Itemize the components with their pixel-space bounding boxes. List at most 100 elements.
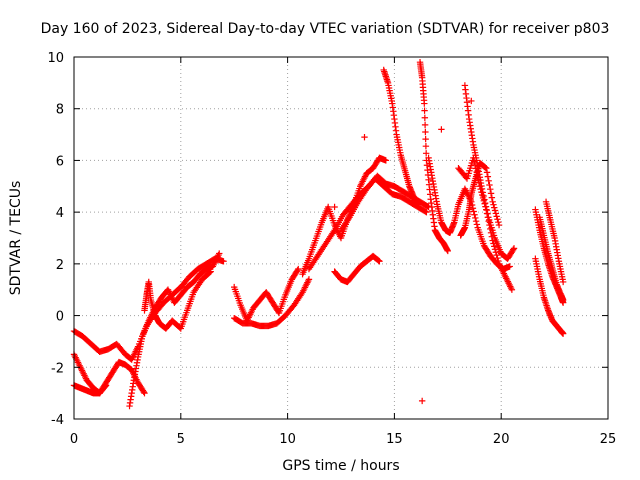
data-point xyxy=(216,250,223,257)
data-point xyxy=(494,254,501,262)
data-point xyxy=(480,197,488,205)
y-tick-label: -4 xyxy=(51,413,64,428)
data-point xyxy=(444,247,451,255)
data-point xyxy=(491,243,498,250)
outlier-point xyxy=(361,133,368,141)
outlier-point xyxy=(331,203,338,211)
data-point xyxy=(422,208,429,215)
data-point xyxy=(421,100,428,107)
data-point xyxy=(482,164,489,171)
data-point xyxy=(488,233,496,240)
data-point xyxy=(486,181,493,189)
data-point xyxy=(491,246,499,253)
data-point xyxy=(472,214,479,222)
data-point xyxy=(483,210,491,217)
data-point xyxy=(479,191,486,199)
data-point xyxy=(489,237,496,244)
y-tick-label: 6 xyxy=(56,154,64,169)
data-point xyxy=(472,217,480,225)
data-point xyxy=(490,240,497,247)
data-point xyxy=(487,190,495,197)
data-point xyxy=(423,208,430,216)
data-points xyxy=(70,58,567,410)
data-point xyxy=(481,200,488,207)
data-point xyxy=(375,257,382,264)
data-point xyxy=(102,382,110,389)
x-tick-label: 5 xyxy=(177,432,185,447)
data-point xyxy=(294,267,301,274)
data-point xyxy=(476,183,484,190)
data-point xyxy=(478,188,485,196)
data-point xyxy=(424,203,431,210)
data-point xyxy=(510,245,518,252)
y-tick-label: 4 xyxy=(56,206,64,221)
y-tick-label: 10 xyxy=(47,51,64,66)
data-point xyxy=(414,201,422,208)
x-tick-label: 0 xyxy=(70,432,78,447)
data-point xyxy=(484,214,492,221)
data-point xyxy=(483,164,490,172)
data-point xyxy=(485,177,492,184)
data-point xyxy=(495,257,502,265)
y-tick-label: 2 xyxy=(56,258,64,273)
data-point xyxy=(483,169,491,176)
data-point xyxy=(559,330,567,337)
x-tick-label: 15 xyxy=(386,432,403,447)
data-point xyxy=(220,258,227,265)
data-point xyxy=(421,114,429,121)
outlier-point xyxy=(468,97,475,105)
data-point xyxy=(305,276,313,283)
x-tick-label: 10 xyxy=(279,432,296,447)
outlier-point xyxy=(438,126,445,133)
data-point xyxy=(469,205,477,212)
data-point xyxy=(483,206,490,213)
data-point xyxy=(473,221,481,228)
data-point xyxy=(491,207,499,214)
x-tick-label: 25 xyxy=(600,432,617,447)
data-point xyxy=(295,265,302,273)
y-tick-label: 8 xyxy=(56,103,64,118)
data-point xyxy=(140,388,147,396)
data-point xyxy=(493,251,500,259)
data-point xyxy=(488,194,496,201)
data-point xyxy=(207,268,214,275)
data-point xyxy=(494,216,501,223)
y-tick-label: 0 xyxy=(56,310,64,325)
data-point xyxy=(422,135,429,143)
data-point xyxy=(487,185,494,193)
data-point xyxy=(489,198,496,205)
y-axis-label: SDTVAR / TECUs xyxy=(8,181,24,296)
data-point xyxy=(479,194,487,202)
data-point xyxy=(492,210,500,217)
data-point xyxy=(495,221,503,229)
data-point xyxy=(421,121,429,129)
outlier-point xyxy=(418,397,426,405)
data-point xyxy=(487,229,495,237)
data-point xyxy=(506,263,513,270)
data-point xyxy=(206,269,213,276)
data-point xyxy=(422,128,429,136)
data-point xyxy=(492,249,500,256)
data-point xyxy=(471,158,478,165)
data-point xyxy=(470,154,477,162)
data-point xyxy=(490,201,497,208)
data-point xyxy=(382,157,390,164)
data-point xyxy=(482,203,489,210)
data-point xyxy=(141,389,148,397)
data-point xyxy=(559,278,567,286)
data-point xyxy=(493,213,500,220)
grid-layer xyxy=(74,57,608,419)
data-point xyxy=(485,217,492,225)
data-point xyxy=(487,225,494,233)
data-point xyxy=(376,258,383,265)
plot-frame xyxy=(73,56,609,420)
data-point xyxy=(484,173,492,180)
axis-ticks: 0 5 10 15 20 25 -4 -2 0 2 4 6 8 10 xyxy=(47,51,616,447)
data-point xyxy=(510,246,517,253)
x-axis-label: GPS time / hours xyxy=(282,458,399,474)
data-point xyxy=(471,211,478,218)
data-point xyxy=(422,143,430,150)
x-tick-label: 20 xyxy=(493,432,510,447)
data-point xyxy=(491,204,498,211)
